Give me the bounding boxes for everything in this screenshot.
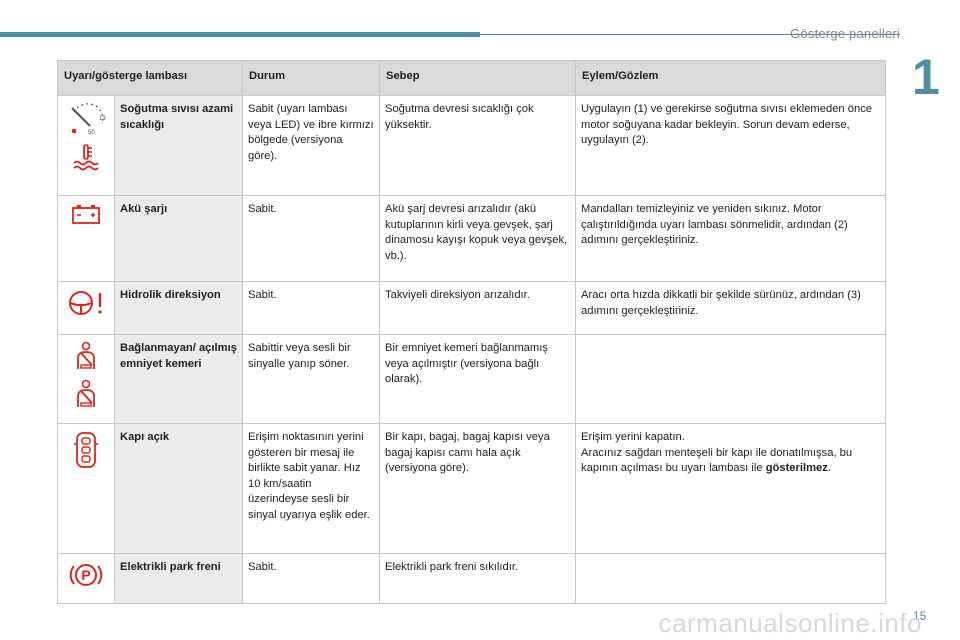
lamp-state: Sabit (uyarı lambası veya LED) ve ibre k… (242, 95, 380, 196)
table-row: 50 130 Soğutma sıvısı azami sıcaklığı Sa… (57, 95, 886, 196)
svg-text:50: 50 (88, 130, 95, 136)
table-row: Kapı açık Erişim noktasının yerini göste… (57, 423, 886, 554)
section-title: Gösterge panelleri (790, 26, 900, 41)
lamp-icon-cell: 50 130 (57, 95, 115, 196)
lamp-icon-cell (57, 334, 115, 424)
lamp-action: Uygulayın (1) ve gerekirse soğutma sıvıs… (575, 95, 886, 196)
lamp-cause: Takviyeli direksiyon arızalıdır. (379, 281, 576, 335)
table-row: Akü şarjı Sabit. Akü şarj devresi arızal… (57, 195, 886, 282)
lamp-state: Sabittir veya sesli bir sinyalle yanıp s… (242, 334, 380, 424)
table-row: Hidrolik direksiyon Sabit. Takviyeli dir… (57, 281, 886, 335)
column-header-lamp: Uyarı/gösterge lambası (57, 60, 243, 96)
action-line: Aracınız sağdan menteşeli bir kapı ile d… (581, 446, 853, 475)
lamp-cause: Bir emniyet kemeri bağlanmamış veya açıl… (379, 334, 576, 424)
action-emphasis: gösterilmez (765, 462, 828, 475)
header-rule (480, 34, 900, 35)
lamp-cause: Elektrikli park freni sıkılıdır. (379, 553, 576, 604)
lamp-icon-cell (57, 281, 115, 335)
lamp-name: Bağlanmayan/ açılmış emniyet kemeri (114, 334, 243, 424)
warning-lamps-table: Uyarı/gösterge lambası Durum Sebep Eylem… (57, 60, 886, 604)
lamp-action (575, 334, 886, 424)
door-open-key-icon (74, 432, 98, 468)
lamp-name: Soğutma sıvısı azami sıcaklığı (114, 95, 243, 196)
coolant-gauge-icon: 50 130 (71, 103, 106, 136)
lamp-action: Erişim yerini kapatın. Aracınız sağdan m… (575, 423, 886, 554)
lamp-name: Elektrikli park freni (114, 553, 243, 604)
action-line: Erişim yerini kapatın. (581, 431, 685, 443)
lamp-name: Hidrolik direksiyon (114, 281, 243, 335)
steering-wheel-warning-icon (69, 291, 102, 315)
battery-icon (72, 205, 100, 224)
lamp-icon-cell (57, 195, 115, 282)
svg-text:P: P (81, 567, 90, 583)
action-end: . (827, 462, 831, 475)
chapter-number: 1 (912, 49, 940, 105)
lamp-state: Sabit. (242, 553, 380, 604)
lamp-name: Akü şarjı (114, 195, 243, 282)
lamp-state: Sabit. (242, 281, 380, 335)
lamp-cause: Bir kapı, bagaj, bagaj kapısı veya bagaj… (379, 423, 576, 554)
table-header-row: Uyarı/gösterge lambası Durum Sebep Eylem… (57, 60, 886, 96)
coolant-temperature-icon (73, 144, 99, 171)
svg-text:130: 130 (99, 116, 106, 122)
column-header-cause: Sebep (379, 60, 576, 96)
page-number: 15 (913, 609, 927, 623)
lamp-cause: Soğutma devresi sıcaklığı çok yüksektir. (379, 95, 576, 196)
column-header-state: Durum (242, 60, 380, 96)
watermark: carmanualsonline.info (658, 608, 922, 638)
lamp-state: Erişim noktasının yerini gösteren bir me… (242, 423, 380, 554)
lamp-state: Sabit. (242, 195, 380, 282)
table-row: P Elektrikli park freni Sabit. Elektrikl… (57, 553, 886, 604)
lamp-icon-cell: P (57, 553, 115, 604)
electric-parking-brake-icon: P (69, 564, 103, 586)
header-accent-bar (0, 32, 480, 37)
column-header-action: Eylem/Gözlem (575, 60, 886, 96)
lamp-action: Aracı orta hızda dikkatli bir şekilde sü… (575, 281, 886, 335)
lamp-cause: Akü şarj devresi arızalıdır (akü kutupla… (379, 195, 576, 282)
seatbelt-passenger-icon (77, 379, 95, 407)
lamp-icon-cell (57, 423, 115, 554)
lamp-name: Kapı açık (114, 423, 243, 554)
lamp-action: Mandalları temizleyiniz ve yeniden sıkın… (575, 195, 886, 282)
table-row: Bağlanmayan/ açılmış emniyet kemeri Sabi… (57, 334, 886, 424)
lamp-action (575, 553, 886, 604)
seatbelt-icon (77, 341, 95, 369)
